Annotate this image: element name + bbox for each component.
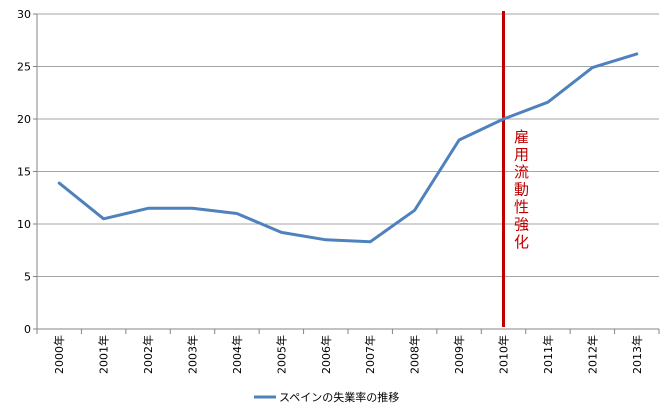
x-tick-labels: 2000年 2001年 2002年 2003年 2004年 2005年 2006年 2007年… xyxy=(52,335,644,374)
legend-label: スペインの失業率の推移 xyxy=(279,390,399,404)
y-tick-label: 10 xyxy=(17,218,31,231)
x-tick-label: 2000年 xyxy=(52,335,66,374)
x-tick-label: 2005年 xyxy=(274,335,288,374)
x-tick-label: 2006年 xyxy=(319,335,333,374)
y-tick-label: 25 xyxy=(17,61,31,74)
x-tick-label: 2010年 xyxy=(497,335,511,374)
gridlines xyxy=(37,13,659,277)
annotation: 雇用流動性強化 xyxy=(502,11,529,327)
x-tick-label: 2002年 xyxy=(141,335,155,374)
x-tick-label: 2012年 xyxy=(585,335,599,374)
x-tick-label: 2011年 xyxy=(541,335,555,374)
x-tick-label: 2009年 xyxy=(452,335,466,374)
series xyxy=(57,52,639,244)
series-line xyxy=(57,52,639,244)
x-tick-label: 2008年 xyxy=(408,335,422,374)
x-tick-label: 2003年 xyxy=(186,335,200,374)
x-tick-label: 2001年 xyxy=(97,335,111,374)
x-tick-label: 2013年 xyxy=(630,335,644,374)
annotation-label: 雇用流動性強化 xyxy=(514,128,529,251)
y-tick-label: 20 xyxy=(17,113,31,126)
y-tick-labels: 0 5 10 15 20 25 30 xyxy=(17,8,31,336)
y-tick-label: 0 xyxy=(24,323,31,336)
axes xyxy=(33,13,660,334)
y-tick-label: 15 xyxy=(17,166,31,179)
x-tick-label: 2004年 xyxy=(230,335,244,374)
y-tick-label: 30 xyxy=(17,8,31,21)
legend: スペインの失業率の推移 xyxy=(254,390,399,404)
y-tick-label: 5 xyxy=(24,271,31,284)
x-tick-label: 2007年 xyxy=(363,335,377,374)
